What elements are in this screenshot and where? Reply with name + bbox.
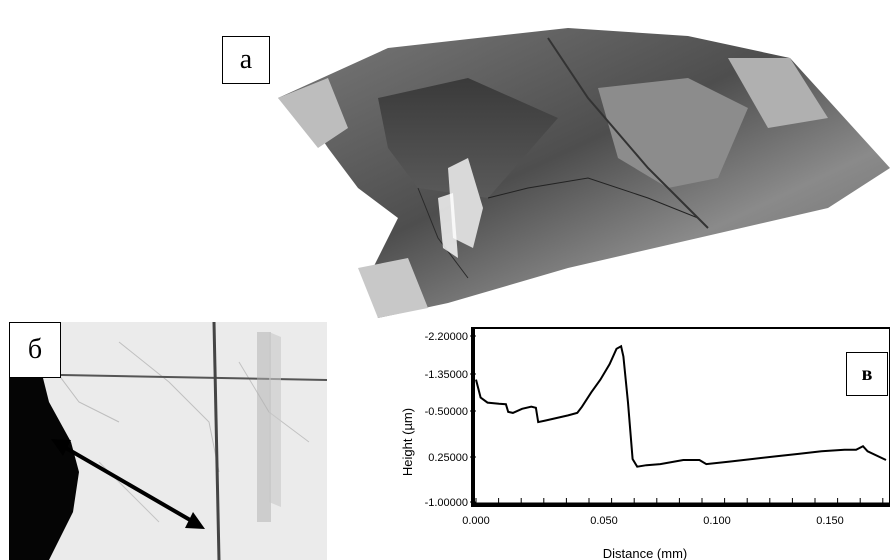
y-axis-title: Height (µm) — [400, 408, 415, 476]
x-tick-label: 0.050 — [590, 515, 618, 527]
x-tick-label: 0.000 — [462, 515, 490, 527]
measurement-arrow — [51, 439, 205, 529]
series-line — [475, 344, 887, 468]
plot-area-frame — [471, 327, 890, 507]
y-tick-label: 0.25000 — [428, 452, 468, 464]
y-tick-label: -1.00000 — [425, 497, 468, 509]
x-tick-label: 0.150 — [816, 515, 844, 527]
x-tick-label: 0.100 — [703, 515, 731, 527]
y-tick-label: -0.50000 — [425, 406, 468, 418]
panel-label-v: в — [846, 352, 888, 396]
x-axis-title: Distance (mm) — [603, 546, 688, 560]
profile-chart: Height (µm) Distance (mm) -2.20000 -1.350… — [400, 327, 890, 560]
panel-label-a: а — [222, 36, 270, 84]
y-tick-label: -1.35000 — [425, 369, 468, 381]
surface-3d-image — [278, 28, 890, 318]
y-tick-label: -2.20000 — [425, 331, 468, 343]
panel-label-b: б — [9, 322, 61, 378]
